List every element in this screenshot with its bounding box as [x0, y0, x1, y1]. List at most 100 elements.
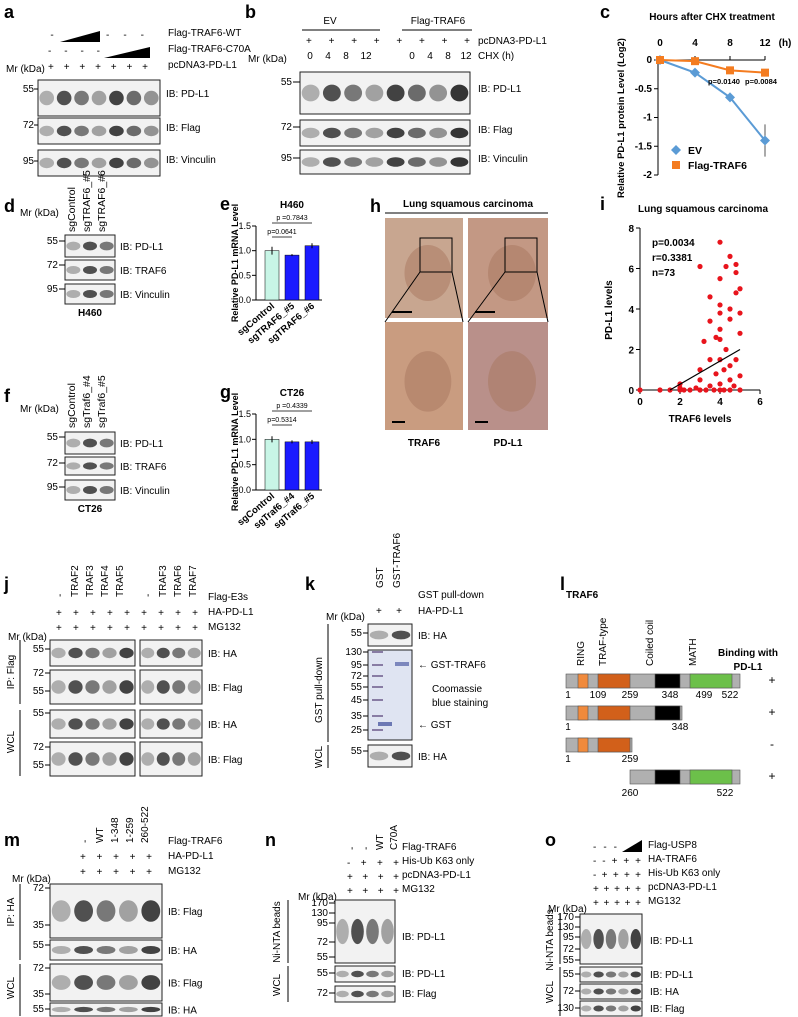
label: IB: HA: [418, 752, 447, 763]
band: [322, 84, 341, 102]
point: [697, 263, 703, 270]
domain: [597, 673, 631, 689]
band: [450, 127, 469, 139]
band: [51, 946, 71, 954]
band: [301, 127, 320, 139]
label: + + + + + + + + +: [56, 608, 198, 619]
band: [344, 127, 363, 139]
label: IP: HA: [6, 897, 17, 926]
band: [56, 157, 72, 169]
label: TRAF5: [115, 565, 126, 597]
label: Mr (kDa): [20, 404, 59, 415]
panel-letter: d: [4, 196, 15, 216]
x-tick-label: 0: [657, 38, 663, 49]
label: 522: [722, 690, 739, 701]
label: HA-PD-L1: [418, 606, 464, 617]
label: IB: PD-L1: [402, 932, 446, 943]
band: [66, 241, 81, 251]
label: Ni-NTA beads: [272, 901, 283, 963]
band: [68, 680, 83, 694]
x-tick-label: 4: [692, 38, 698, 49]
label: -: [80, 840, 91, 843]
band: [156, 752, 170, 766]
label: Mr (kDa): [326, 612, 365, 623]
rule: [384, 271, 421, 323]
label: Ni-NTA beads: [545, 909, 556, 971]
label: C70A: [389, 825, 400, 850]
label: WCL: [545, 980, 556, 1003]
blot: [367, 623, 413, 647]
label: 95: [47, 284, 59, 295]
band: [85, 647, 100, 659]
band: [187, 718, 201, 730]
point: [733, 290, 739, 296]
blot: [334, 985, 396, 1003]
label: pcDNA3-PD-L1: [648, 882, 717, 893]
point: [713, 371, 719, 377]
label: + + + + +: [80, 852, 152, 863]
label: - + + +: [347, 858, 399, 869]
point: [717, 276, 723, 282]
label: 109: [590, 690, 607, 701]
label: GST: [375, 567, 386, 588]
label: p =0.4339: [276, 403, 307, 410]
band: [369, 630, 389, 640]
band: [39, 157, 55, 169]
band: [96, 946, 116, 954]
label: TRAF3: [85, 565, 96, 597]
rule: [451, 271, 464, 323]
point: [737, 373, 743, 379]
label: -: [770, 737, 774, 751]
band: [172, 647, 186, 659]
label: IB: Flag: [208, 683, 242, 694]
rule: [536, 271, 549, 323]
panel-letter: c: [600, 2, 610, 22]
y-tick-label: 0: [646, 55, 652, 66]
band: [605, 1005, 617, 1012]
band: [580, 1005, 592, 1012]
label: sgTraf6_#4: [81, 375, 93, 428]
label: WT: [375, 834, 386, 850]
point: [727, 387, 733, 393]
label: Flag-TRAF6-WT: [168, 28, 241, 39]
blot: [299, 71, 471, 115]
trend-line: [669, 348, 741, 391]
label: - + + + +: [593, 870, 641, 881]
label: pcDNA3-PD-L1: [478, 36, 547, 47]
y-tick-label: 0.5: [238, 270, 251, 280]
band: [119, 752, 134, 766]
label: + + + + + + + + +: [56, 623, 198, 634]
label: TRAF2: [70, 565, 81, 597]
label: -: [143, 594, 154, 597]
band: [109, 90, 124, 106]
band: [187, 680, 201, 694]
band: [51, 718, 66, 730]
panel-letter: h: [370, 196, 381, 216]
series-line: [659, 59, 766, 74]
label: IP: Flag: [6, 655, 17, 689]
band: [172, 718, 186, 730]
label: 72: [33, 883, 45, 894]
band: [68, 647, 83, 659]
point: [707, 383, 713, 389]
band: [187, 647, 201, 659]
band: [74, 125, 89, 137]
panel-letter: b: [245, 2, 256, 22]
label: CHX (h): [478, 51, 514, 62]
domain: [689, 673, 733, 689]
band: [187, 752, 201, 766]
label: IB: HA: [650, 987, 679, 998]
label: IB: Flag: [166, 123, 200, 134]
label: IB: Vinculin: [120, 290, 170, 301]
band: [301, 157, 320, 167]
label: -: [347, 847, 358, 850]
domain: [577, 705, 589, 721]
band: [141, 1006, 161, 1013]
band: [366, 990, 379, 998]
label: 130: [557, 922, 574, 933]
label: 4: [325, 51, 331, 62]
label: 72: [47, 260, 59, 271]
band: [336, 990, 349, 998]
label: WCL: [272, 973, 283, 996]
band: [118, 1006, 138, 1013]
